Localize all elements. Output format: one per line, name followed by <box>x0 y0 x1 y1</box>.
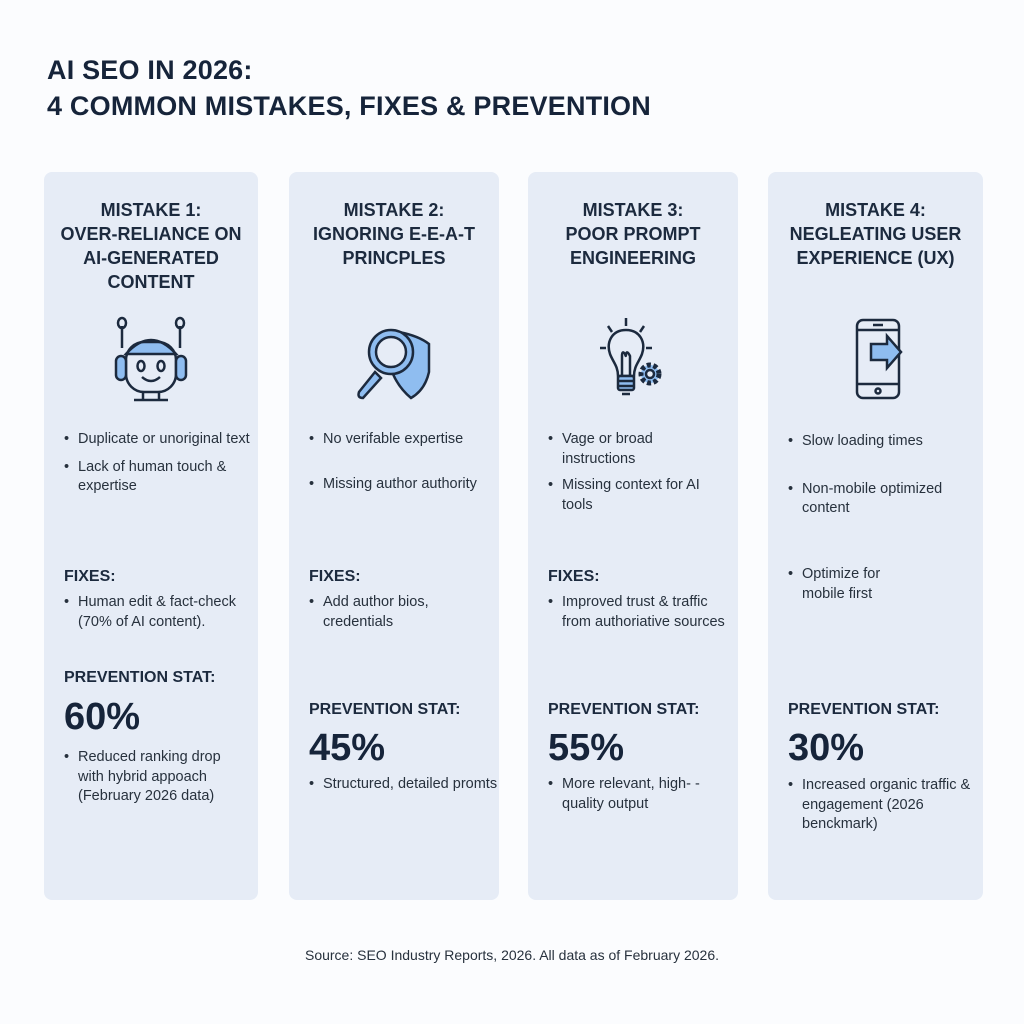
magnifier-shield-icon <box>357 328 431 400</box>
stat-label: PREVENTION STAT: <box>309 701 461 718</box>
stat-value: 60% <box>64 696 141 738</box>
fixes-label: FIXES: <box>548 568 600 585</box>
card-title: MISTAKE 1: OVER-RELIANCE ON AI-GENERATED… <box>44 198 258 294</box>
mistakes-list: Duplicate or unoriginal text Lack of hum… <box>64 430 250 497</box>
card-title-line: NEGLEATING USER <box>789 224 962 244</box>
list-item: Optimize for mobile first <box>788 565 902 604</box>
mistake-card-4: MISTAKE 4: NEGLEATING USER EXPERIENCE (U… <box>768 172 983 900</box>
card-title-line: ENGINEERING <box>569 248 697 268</box>
list-item: Add author bios, credentials <box>309 593 491 632</box>
fixes-label: FIXES: <box>309 568 361 585</box>
stat-description: Structured, detailed promts <box>309 775 499 795</box>
card-title-line: CONTENT <box>107 272 195 292</box>
list-item: More relevant, high- -quality output <box>548 775 712 814</box>
card-title-line: IGNORING E-E-A-T <box>313 224 475 244</box>
card-title-line: EXPERIENCE (UX) <box>796 248 955 268</box>
stat-label: PREVENTION STAT: <box>548 701 700 718</box>
robot-icon <box>114 316 188 402</box>
card-title-line: PRINCPLES <box>342 248 446 268</box>
title-line-1: AI SEO IN 2026: <box>47 55 253 85</box>
card-title: MISTAKE 2: IGNORING E-E-A-T PRINCPLES <box>289 198 499 270</box>
card-title: MISTAKE 3: POOR PROMPT ENGINEERING <box>528 198 738 270</box>
card-title-line: OVER-RELIANCE ON <box>60 224 242 244</box>
card-title: MISTAKE 4: NEGLEATING USER EXPERIENCE (U… <box>768 198 983 270</box>
list-item: Reduced ranking drop with hybrid appoach… <box>64 748 250 807</box>
mistakes-list: Slow loading times Non-mobile optimized … <box>788 432 975 519</box>
stat-label: PREVENTION STAT: <box>788 701 940 718</box>
mobile-arrow-icon <box>855 318 903 400</box>
stat-value: 45% <box>309 727 386 769</box>
lightbulb-gear-icon <box>600 318 662 396</box>
stat-value: 55% <box>548 727 625 769</box>
title-line-2: 4 COMMON MISTAKES, FIXES & PREVENTION <box>47 91 651 121</box>
list-item: Vage or broad instructions <box>548 430 672 469</box>
fixes-list: Human edit & fact-check (70% of AI conte… <box>64 593 250 632</box>
mistake-card-2: MISTAKE 2: IGNORING E-E-A-T PRINCPLES No… <box>289 172 499 900</box>
card-title-line: MISTAKE 4: <box>825 200 926 220</box>
card-title-line: MISTAKE 2: <box>343 200 445 220</box>
list-item: Slow loading times <box>788 432 975 452</box>
stat-label: PREVENTION STAT: <box>64 669 216 686</box>
list-item: Duplicate or unoriginal text <box>64 430 250 450</box>
list-item: Lack of human touch & expertise <box>64 458 250 497</box>
page-title: AI SEO IN 2026: 4 COMMON MISTAKES, FIXES… <box>47 52 651 124</box>
list-item: Improved trust & traffic from authoriati… <box>548 593 738 632</box>
stat-value: 30% <box>788 727 865 769</box>
mistake-card-3: MISTAKE 3: POOR PROMPT ENGINEERING Vage … <box>528 172 738 900</box>
mistakes-list: No verifable expertise Missing author au… <box>309 430 491 494</box>
list-item: No verifable expertise <box>309 430 491 450</box>
stat-description: Increased organic traffic & engagement (… <box>788 776 983 835</box>
source-note: Source: SEO Industry Reports, 2026. All … <box>304 947 719 963</box>
mistakes-list: Vage or broad instructions Missing conte… <box>548 430 730 515</box>
list-item: Increased organic traffic & engagement (… <box>788 776 982 835</box>
card-title-line: MISTAKE 1: <box>100 200 202 220</box>
card-title-line: MISTAKE 3: <box>582 200 684 220</box>
list-item: Structured, detailed promts <box>309 775 499 795</box>
stat-description: More relevant, high- -quality output <box>548 775 730 814</box>
card-title-line: POOR PROMPT <box>565 224 701 244</box>
list-item: Missing author authority <box>309 475 491 495</box>
stat-description: Reduced ranking drop with hybrid appoach… <box>64 748 250 807</box>
mistake-card-1: MISTAKE 1: OVER-RELIANCE ON AI-GENERATED… <box>44 172 258 900</box>
list-item: Missing context for AI tools <box>548 476 727 515</box>
fixes-label: FIXES: <box>64 568 116 585</box>
list-item: Non-mobile optimized content <box>788 480 972 519</box>
fixes-list: Add author bios, credentials <box>309 593 491 632</box>
card-title-line: AI-GENERATED <box>83 248 219 268</box>
list-item: Human edit & fact-check (70% of AI conte… <box>64 593 250 632</box>
fixes-list: Optimize for mobile first <box>788 565 975 604</box>
fixes-list: Improved trust & traffic from authoriati… <box>548 593 738 632</box>
